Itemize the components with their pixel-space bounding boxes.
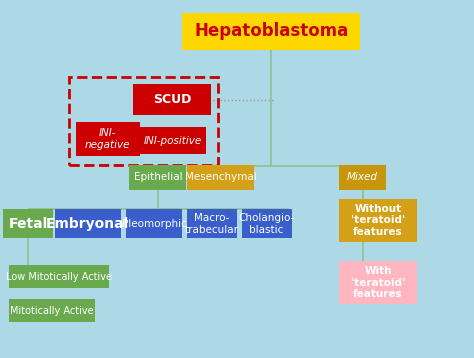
FancyBboxPatch shape: [182, 13, 360, 50]
Text: Macro-
trabecular: Macro- trabecular: [185, 213, 239, 234]
Text: Without
'teratoid'
features: Without 'teratoid' features: [351, 204, 405, 237]
Text: Mesenchymal: Mesenchymal: [184, 172, 256, 182]
FancyBboxPatch shape: [76, 122, 140, 156]
Text: Mixed: Mixed: [347, 172, 378, 182]
Text: Cholangio-
blastic: Cholangio- blastic: [238, 213, 295, 234]
FancyBboxPatch shape: [9, 299, 95, 322]
FancyBboxPatch shape: [55, 209, 121, 238]
Text: Embryonal: Embryonal: [46, 217, 129, 231]
Text: INI-positive: INI-positive: [144, 136, 202, 145]
FancyBboxPatch shape: [3, 209, 53, 238]
Text: INI-
negative: INI- negative: [85, 128, 130, 150]
Text: Hepatoblastoma: Hepatoblastoma: [194, 22, 348, 40]
FancyBboxPatch shape: [187, 165, 254, 190]
Text: Pleomorphic: Pleomorphic: [122, 219, 186, 229]
FancyBboxPatch shape: [140, 127, 206, 154]
FancyBboxPatch shape: [9, 265, 109, 288]
FancyBboxPatch shape: [339, 199, 417, 242]
Text: Mitotically Active: Mitotically Active: [10, 306, 94, 315]
Text: SCUD: SCUD: [153, 93, 191, 106]
FancyBboxPatch shape: [126, 209, 182, 238]
FancyBboxPatch shape: [133, 84, 211, 115]
Text: Low Mitotically Active: Low Mitotically Active: [6, 272, 112, 281]
FancyBboxPatch shape: [187, 209, 237, 238]
FancyBboxPatch shape: [129, 165, 186, 190]
Text: Epithelial: Epithelial: [134, 172, 182, 182]
FancyBboxPatch shape: [339, 165, 386, 190]
Text: Fetal: Fetal: [9, 217, 48, 231]
FancyBboxPatch shape: [242, 209, 292, 238]
Text: With
'teratoid'
features: With 'teratoid' features: [351, 266, 405, 299]
FancyBboxPatch shape: [339, 261, 417, 304]
